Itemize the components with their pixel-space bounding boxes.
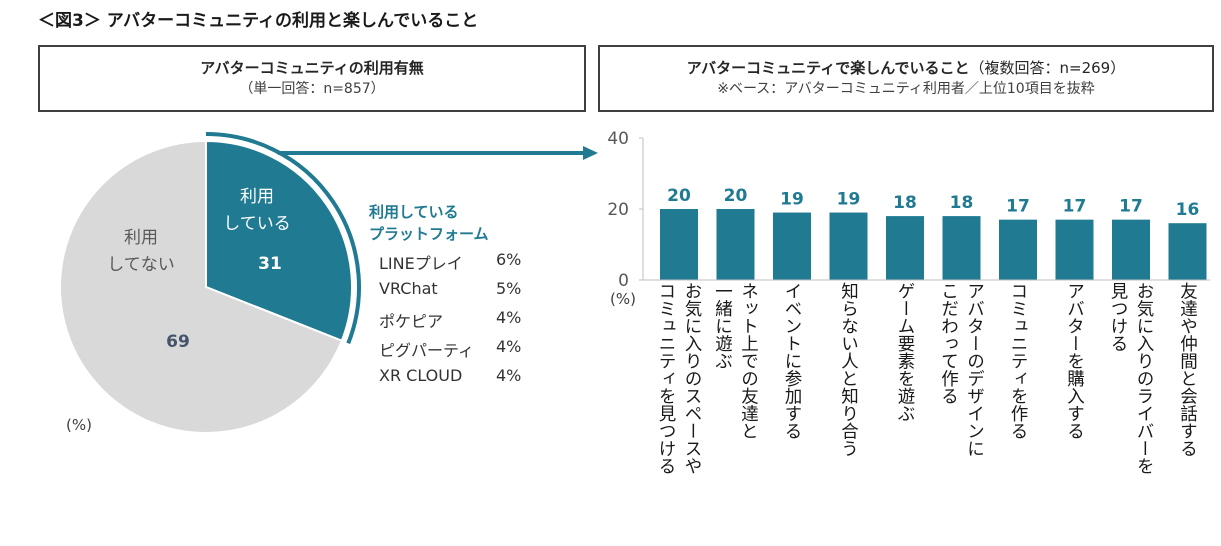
category-label: お気に入りのライバーを 見つける <box>1105 282 1157 475</box>
bar-value-label: 17 <box>1063 197 1087 217</box>
bar-subtitle: ※ベース：アバターコミュニティ利用者／上位10項目を抜粋 <box>717 81 1095 97</box>
platform-name: VRChat <box>379 279 438 298</box>
bar <box>1055 219 1094 280</box>
y-tick-label: 20 <box>607 200 629 220</box>
platform-name: XR CLOUD <box>379 366 463 385</box>
figure-title: ＜図3＞ アバターコミュニティの利用と楽しんでいること <box>38 11 479 31</box>
connector-arrow-head <box>583 146 598 160</box>
platforms-title-line1: 利用している <box>369 203 459 221</box>
bar <box>660 209 698 280</box>
pie-highlight-arc <box>205 132 361 345</box>
pie-value-using: 31 <box>258 254 282 274</box>
platform-value: 4% <box>496 337 522 356</box>
bar-value-label: 19 <box>837 190 861 210</box>
category-label: 友達や仲間と会話する <box>1175 282 1201 457</box>
pie-subtitle: （単一回答：n=857） <box>239 81 385 97</box>
category-label-line: 見つける <box>1108 282 1128 352</box>
category-label-line: コミュニティを見つける <box>656 282 676 475</box>
platform-value: 4% <box>496 366 522 385</box>
pie-label-notusing-line2: してない <box>107 255 175 275</box>
y-tick-label: 0 <box>618 271 629 291</box>
category-label-line: お気に入りのライバーを <box>1134 282 1154 475</box>
category-label-line: アバターのデザインに <box>964 282 985 457</box>
category-label-line: こだわって作る <box>938 282 959 405</box>
category-label: コミュニティを作る <box>1005 282 1031 440</box>
y-axis-unit: (%) <box>610 290 636 308</box>
pie-slice <box>59 139 344 434</box>
platform-name: ピグパーティ <box>379 341 475 360</box>
bar <box>829 212 868 280</box>
bar-value-label: 17 <box>1119 197 1143 217</box>
category-label: お気に入りのスペースや コミュニティを見つける <box>653 282 705 475</box>
bar-header-box: アバターコミュニティで楽しんでいること（複数回答：n=269） ※ベース：アバタ… <box>598 45 1214 112</box>
platform-name: ポケピア <box>379 312 444 331</box>
pie-label-using-line2: している <box>223 214 291 234</box>
category-label-line: お気に入りのスペースや <box>682 282 702 475</box>
platform-value: 4% <box>496 308 522 327</box>
category-label-line: 一緒に遊ぶ <box>712 282 733 370</box>
platforms-title-line2: プラットフォーム <box>369 225 489 243</box>
bar <box>773 212 811 280</box>
category-label-line: イベントに参加する <box>782 282 802 440</box>
bar-value-label: 20 <box>667 186 691 206</box>
pie-label-using-line1: 利用 <box>240 187 274 207</box>
bar-value-label: 16 <box>1176 200 1200 220</box>
category-label: ネット上での友達と 一緒に遊ぶ <box>710 282 762 440</box>
category-label-line: ゲーム要素を遊ぶ <box>895 282 915 422</box>
bar-value-label: 19 <box>780 190 804 210</box>
platform-value: 6% <box>496 250 522 269</box>
category-label-line: 知らない人と知り合う <box>838 282 859 457</box>
platform-name: LINEプレイ <box>379 254 463 273</box>
bar-title: アバターコミュニティで楽しんでいること（複数回答：n=269） <box>686 59 1126 77</box>
bar-title-suffix: （複数回答：n=269） <box>969 59 1126 77</box>
bar-value-label: 17 <box>1006 197 1030 217</box>
pie-slice <box>205 139 353 343</box>
category-label-line: ネット上での友達と <box>738 282 759 440</box>
pie-label-notusing-line1: 利用 <box>124 228 158 248</box>
category-label-line: 友達や仲間と会話する <box>1177 282 1198 457</box>
bar <box>1168 223 1207 280</box>
category-label-line: アバターを購入する <box>1064 282 1085 440</box>
category-label: アバターを購入する <box>1062 282 1088 440</box>
bar-value-label: 18 <box>893 193 917 213</box>
pie-value-notusing: 69 <box>166 332 190 352</box>
bar-value-label: 18 <box>950 193 974 213</box>
pie-header-box: アバターコミュニティの利用有無 （単一回答：n=857） <box>38 45 586 112</box>
bar <box>886 216 924 280</box>
bar <box>1112 219 1150 280</box>
bar <box>942 216 981 280</box>
category-label: ゲーム要素を遊ぶ <box>892 282 918 422</box>
bar <box>999 219 1037 280</box>
pie-title: アバターコミュニティの利用有無 <box>200 59 424 77</box>
category-label: イベントに参加する <box>779 282 805 440</box>
bar <box>716 209 755 280</box>
category-label: アバターのデザインに こだわって作る <box>936 282 988 457</box>
y-tick-label: 40 <box>607 129 629 149</box>
category-label-line: コミュニティを作る <box>1008 282 1028 440</box>
category-label: 知らない人と知り合う <box>836 282 862 457</box>
platform-value: 5% <box>496 279 522 298</box>
platforms-title: 利用している プラットフォーム <box>369 201 489 245</box>
bar-value-label: 20 <box>724 186 748 206</box>
pie-unit-label: (%) <box>66 416 92 434</box>
